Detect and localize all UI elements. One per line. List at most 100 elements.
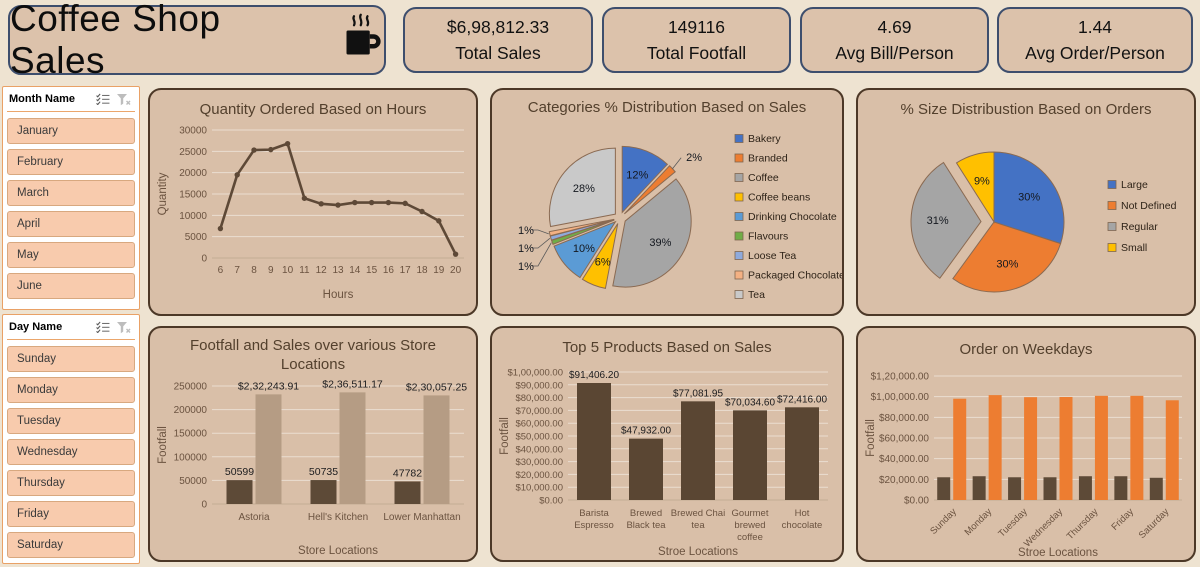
pie-slice-regular (910, 161, 982, 279)
clear-filter-icon[interactable] (113, 91, 133, 107)
pie-slice-coffee (612, 178, 692, 288)
svg-text:1%: 1% (518, 243, 534, 255)
clear-filter-icon[interactable] (113, 319, 133, 335)
slicer-item-january[interactable]: January (7, 118, 135, 144)
svg-text:Branded: Branded (748, 153, 788, 165)
svg-text:20: 20 (450, 265, 462, 276)
slicer-item-march[interactable]: March (7, 180, 135, 206)
svg-text:30000: 30000 (179, 126, 207, 137)
svg-text:Regular: Regular (1121, 221, 1158, 233)
kpi-label: Avg Order/Person (1025, 43, 1165, 63)
svg-text:$20,000.00: $20,000.00 (515, 470, 563, 481)
svg-text:$70,034.60: $70,034.60 (725, 397, 775, 408)
slicer-item-may[interactable]: May (7, 242, 135, 268)
svg-text:Brewed: Brewed (630, 508, 662, 519)
bar (937, 477, 951, 500)
slicer-item-wednesday[interactable]: Wednesday (7, 439, 135, 465)
multi-select-icon[interactable] (93, 91, 113, 107)
pie-slice-tea (548, 147, 616, 228)
kpi-total-footfall: 149116 Total Footfall (602, 7, 791, 73)
svg-text:$20,000.00: $20,000.00 (879, 475, 929, 486)
svg-text:$2,36,511.17: $2,36,511.17 (322, 378, 383, 390)
svg-text:$72,416.00: $72,416.00 (777, 394, 827, 405)
legend-item: Packaged Chocolate (734, 270, 842, 282)
svg-text:0: 0 (201, 500, 207, 511)
svg-text:Barista: Barista (579, 508, 609, 519)
kpi-value: 1.44 (1077, 16, 1113, 37)
bar (1165, 400, 1179, 500)
svg-text:Coffee beans: Coffee beans (748, 192, 810, 204)
svg-text:$91,406.20: $91,406.20 (569, 370, 619, 381)
svg-text:$10,000.00: $10,000.00 (515, 483, 563, 494)
svg-text:Small: Small (1121, 242, 1147, 254)
svg-text:1%: 1% (518, 261, 534, 273)
pie-slice-packaged-chocolate (548, 218, 615, 237)
bar (394, 481, 421, 504)
svg-text:$30,000.00: $30,000.00 (515, 457, 563, 468)
svg-text:$80,000.00: $80,000.00 (515, 393, 563, 404)
svg-text:$2,32,243.91: $2,32,243.91 (238, 380, 299, 392)
pie-slice-coffee-beans (581, 223, 619, 289)
svg-text:8: 8 (251, 265, 257, 276)
slicer-item-thursday[interactable]: Thursday (7, 470, 135, 496)
svg-text:200000: 200000 (174, 405, 208, 416)
bar (1024, 397, 1038, 500)
bar (953, 398, 967, 500)
svg-text:$40,000.00: $40,000.00 (879, 454, 929, 465)
bar (339, 392, 366, 504)
slicer-item-list: Sunday Monday Tuesday Wednesday Thursday Frid… (7, 340, 135, 558)
svg-text:19: 19 (433, 265, 445, 276)
bar (785, 407, 819, 500)
svg-text:Footfall: Footfall (499, 417, 511, 455)
slicer-item-saturday[interactable]: Saturday (7, 532, 135, 558)
svg-text:Lower Manhattan: Lower Manhattan (383, 512, 460, 523)
kpi-avg-bill: 4.69 Avg Bill/Person (800, 7, 989, 73)
slicer-item-list: January February March April May June (7, 112, 135, 299)
svg-text:50599: 50599 (225, 466, 254, 478)
svg-text:$1,00,000.00: $1,00,000.00 (871, 392, 930, 403)
svg-text:11: 11 (299, 265, 310, 276)
svg-text:$40,000.00: $40,000.00 (515, 444, 563, 455)
svg-text:10: 10 (282, 265, 294, 276)
svg-text:Hot: Hot (795, 508, 810, 519)
svg-text:% Size Distribustion Based on: % Size Distribustion Based on Orders (901, 101, 1152, 118)
month-name-slicer: Month Name January February March April May J… (2, 86, 140, 310)
svg-text:17: 17 (400, 265, 412, 276)
kpi-value: $6,98,812.33 (446, 16, 550, 37)
slicer-item-june[interactable]: June (7, 273, 135, 299)
svg-text:$77,081.95: $77,081.95 (673, 388, 723, 399)
legend-item: Regular (1107, 221, 1158, 233)
svg-text:Quantity Ordered Based on Hour: Quantity Ordered Based on Hours (200, 101, 427, 118)
svg-text:Order on Weekdays: Order on Weekdays (959, 341, 1092, 358)
legend-item: Branded (734, 153, 788, 165)
kpi-value: 149116 (667, 16, 726, 37)
slicer-item-monday[interactable]: Monday (7, 377, 135, 403)
day-name-slicer: Day Name Sunday Monday Tuesday Wednesday Thu… (2, 314, 140, 564)
header-card: Coffee Shop Sales (8, 0, 386, 81)
slicer-title: Month Name (9, 93, 75, 105)
dashboard-title: Coffee Shop Sales (10, 0, 221, 81)
footfall-bar-svg: Footfall and Sales over various Store Loc… (157, 337, 467, 557)
bar (629, 438, 663, 500)
bar (423, 395, 450, 504)
svg-text:47782: 47782 (393, 467, 422, 479)
bar (1008, 477, 1022, 500)
svg-text:Not Defined: Not Defined (1121, 200, 1177, 212)
slicer-item-tuesday[interactable]: Tuesday (7, 408, 135, 434)
legend-item: Loose Tea (734, 250, 796, 262)
legend-item: Coffee beans (734, 192, 810, 204)
svg-text:150000: 150000 (174, 429, 208, 440)
svg-text:Store Locations: Store Locations (298, 545, 378, 557)
slicer-item-february[interactable]: February (7, 149, 135, 175)
multi-select-icon[interactable] (93, 319, 113, 335)
svg-text:12%: 12% (626, 169, 648, 181)
legend-item: Flavours (734, 231, 788, 243)
slicer-item-april[interactable]: April (7, 211, 135, 237)
slicer-item-sunday[interactable]: Sunday (7, 346, 135, 372)
bar (255, 394, 282, 504)
slicer-header: Month Name (7, 87, 135, 112)
svg-text:$0.00: $0.00 (539, 496, 563, 507)
svg-text:Hell's Kitchen: Hell's Kitchen (308, 512, 368, 523)
slicer-item-friday[interactable]: Friday (7, 501, 135, 527)
